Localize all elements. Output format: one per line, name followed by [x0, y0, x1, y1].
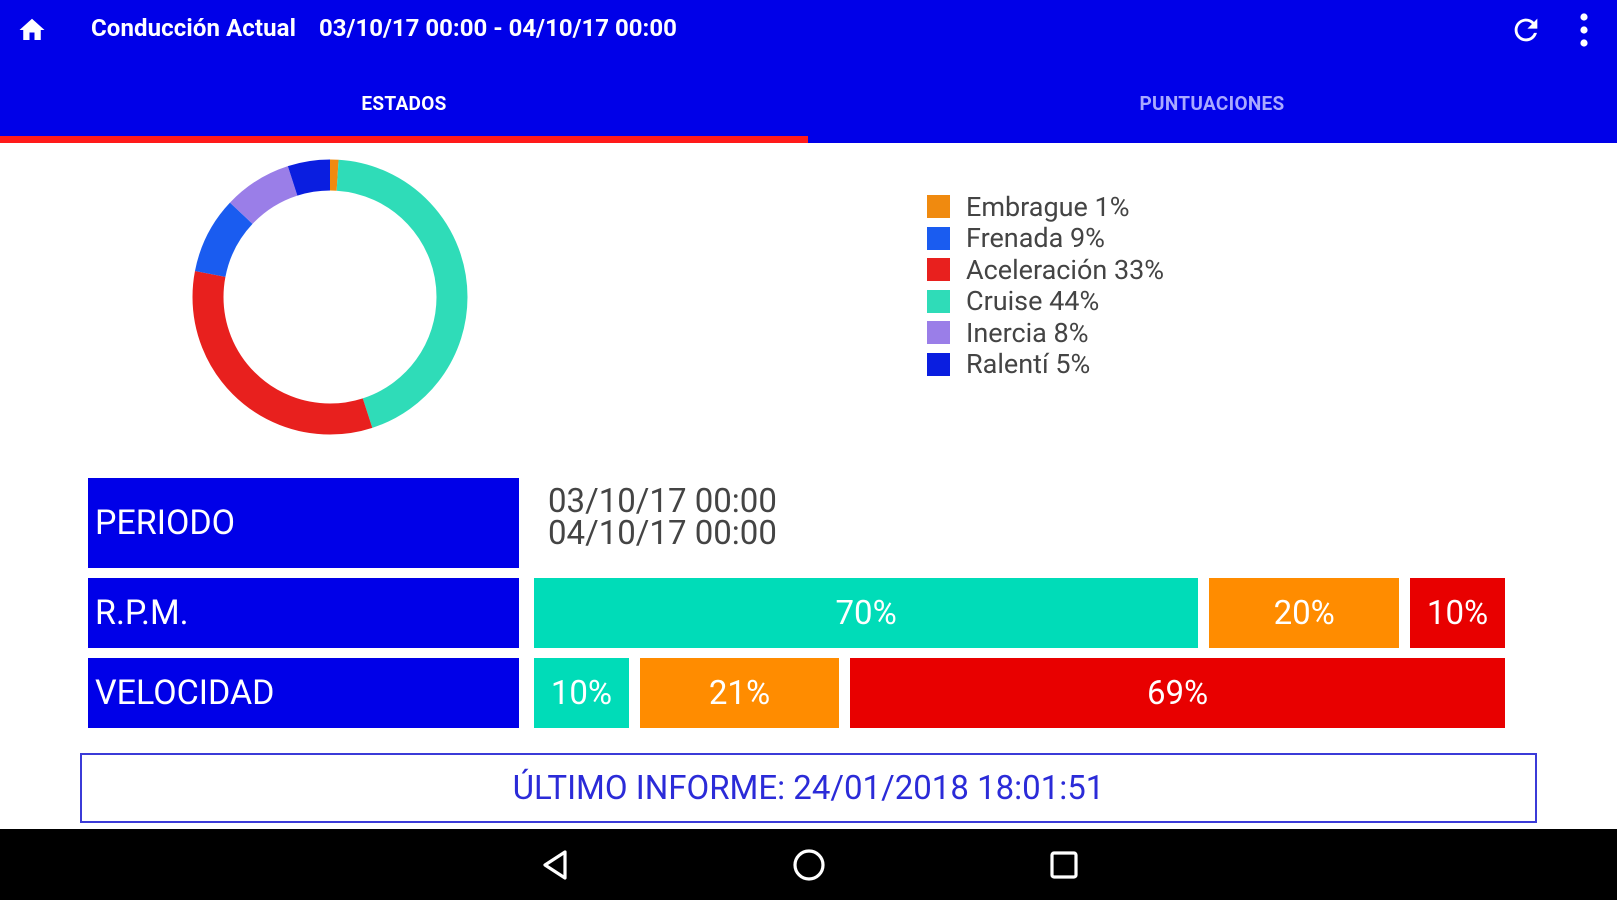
legend-swatch [927, 195, 950, 219]
system-navigation-bar [0, 829, 1617, 900]
legend-label: Frenada 9% [966, 222, 1105, 255]
refresh-icon [1514, 18, 1538, 42]
more-vert-icon [1580, 13, 1588, 47]
legend-label: Inercia 8% [966, 316, 1089, 349]
last-report-button[interactable]: ÚLTIMO INFORME: 24/01/2018 18:01:51 [80, 753, 1537, 823]
home-nav-button[interactable] [781, 839, 837, 891]
legend-swatch [927, 321, 950, 345]
legend-item-cruise: Cruise 44% [927, 285, 1164, 318]
chart-legend: Embrague 1% Frenada 9% Aceleración 33% C… [927, 191, 1164, 380]
donut-slice-aceleración [192, 159, 468, 435]
legend-label: Embrague 1% [966, 190, 1130, 223]
recents-button[interactable] [1036, 839, 1092, 891]
tab-puntuaciones[interactable]: PUNTUACIONES [1139, 92, 1285, 115]
recents-icon [1050, 851, 1078, 879]
app-bar: Conducción Actual 03/10/17 00:00 - 04/10… [0, 0, 1617, 143]
home-button[interactable] [12, 10, 52, 50]
home-icon [19, 18, 45, 40]
legend-label: Ralentí 5% [966, 348, 1091, 381]
rpm-label: R.P.M. [88, 578, 519, 648]
legend-item-aceleracion: Aceleración 33% [927, 254, 1164, 286]
legend-item-ralenti: Ralentí 5% [927, 348, 1164, 381]
legend-swatch [927, 258, 950, 282]
legend-swatch [927, 352, 950, 376]
donut-slice-ralentí [192, 159, 468, 435]
refresh-button[interactable] [1504, 8, 1548, 52]
active-tab-indicator [0, 136, 808, 143]
date-range-subtitle: 03/10/17 00:00 - 04/10/17 00:00 [319, 14, 677, 42]
legend-label: Aceleración 33% [966, 253, 1165, 286]
velocidad-bar-segment-high: 69% [850, 658, 1505, 728]
driving-states-donut-chart [192, 159, 468, 435]
back-icon [543, 850, 567, 880]
legend-swatch [927, 226, 950, 250]
periodo-label: PERIODO [88, 478, 519, 568]
home-circle-icon [793, 849, 825, 881]
rpm-bar-segment-mid: 20% [1209, 578, 1400, 648]
overflow-menu-button[interactable] [1568, 8, 1600, 52]
legend-item-embrague: Embrague 1% [927, 191, 1164, 223]
legend-item-inercia: Inercia 8% [927, 317, 1164, 349]
legend-label: Cruise 44% [966, 285, 1100, 318]
app-title: Conducción Actual [91, 14, 297, 42]
periodo-start: 03/10/17 00:00 [548, 482, 777, 521]
velocidad-bar-segment-low: 10% [534, 658, 629, 728]
back-button[interactable] [527, 839, 583, 891]
tab-estados[interactable]: ESTADOS [361, 92, 447, 115]
velocidad-label: VELOCIDAD [88, 658, 519, 728]
periodo-value: 03/10/17 00:00 04/10/17 00:00 [548, 482, 777, 553]
periodo-end: 04/10/17 00:00 [548, 514, 777, 553]
rpm-bar-segment-low: 70% [534, 578, 1199, 648]
rpm-bar-segment-high: 10% [1410, 578, 1505, 648]
velocidad-bar-segment-mid: 21% [639, 658, 840, 728]
legend-swatch [927, 289, 950, 313]
legend-item-frenada: Frenada 9% [927, 222, 1164, 255]
donut-slice-cruise [192, 159, 468, 435]
